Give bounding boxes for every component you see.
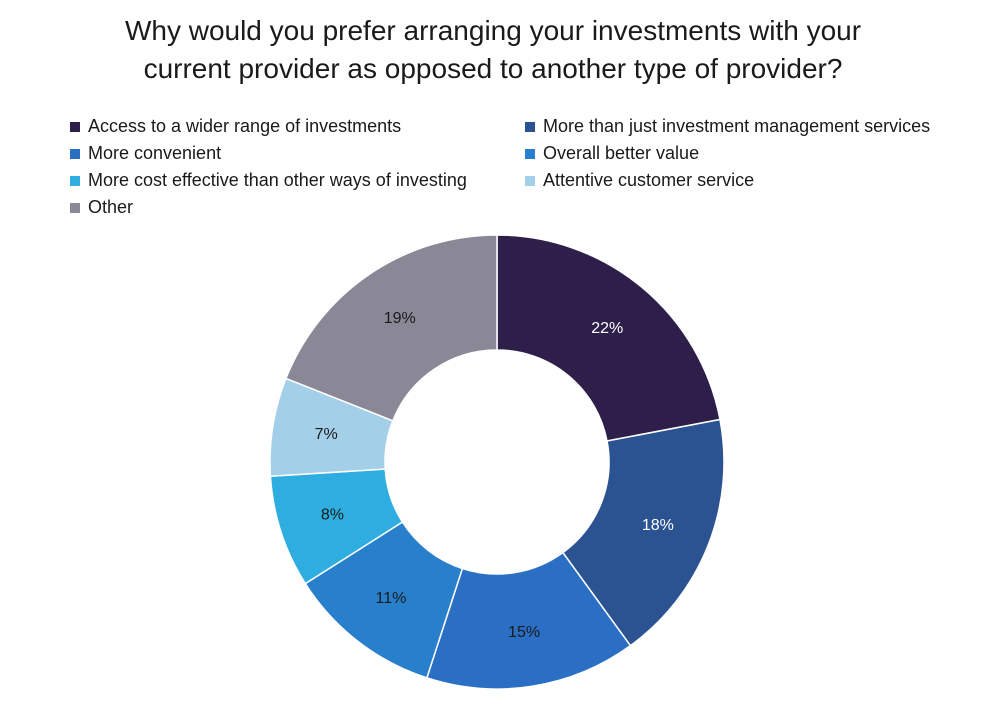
legend-item-more-convenient: More convenient: [70, 142, 525, 165]
slice-label-more-convenient: 15%: [508, 624, 540, 641]
slice-other: [284, 234, 498, 422]
legend-label: Attentive customer service: [543, 170, 755, 190]
legend-label: Overall better value: [543, 143, 700, 163]
legend-swatch: [525, 121, 535, 132]
legend-item-better-value: Overall better value: [525, 142, 970, 165]
legend-swatch: [70, 175, 80, 186]
slice-label-more-than-just-investment-management-services: 18%: [642, 517, 674, 534]
slice-label-attentive-customer-service: 7%: [315, 426, 338, 443]
chart-title-line-2: current provider as opposed to another t…: [143, 53, 843, 84]
legend-label: More than just investment management ser…: [543, 116, 931, 136]
slice-more-convenient: [425, 551, 632, 690]
legend-swatch: [70, 202, 80, 213]
slice-label-access-to-a-wider-range-of-investments: 22%: [591, 320, 623, 337]
legend-item-cost-effective: More cost effective than other ways of i…: [70, 169, 525, 192]
slice-access-to-a-wider-range-of-investments: [496, 234, 721, 442]
legend-label: More cost effective than other ways of i…: [88, 170, 467, 190]
legend-swatch: [525, 175, 535, 186]
legend-label: Other: [88, 197, 134, 217]
slice-label-overall-better-value: 11%: [376, 590, 407, 607]
chart-legend: Access to a wider range of investments M…: [70, 115, 970, 219]
slice-label-other: 19%: [384, 310, 416, 327]
slice-label-more-cost-effective-than-other-ways-of-investing: 8%: [321, 507, 344, 524]
chart-title: Why would you prefer arranging your inve…: [0, 12, 986, 88]
legend-swatch: [70, 148, 80, 159]
legend-swatch: [70, 121, 80, 132]
legend-label: More convenient: [88, 143, 222, 163]
legend-item-more-than-management: More than just investment management ser…: [525, 115, 970, 138]
legend-swatch: [525, 148, 535, 159]
slice-more-than-just-investment-management-services: [561, 418, 725, 647]
chart-title-line-1: Why would you prefer arranging your inve…: [124, 15, 862, 46]
legend-item-access-wider-range: Access to a wider range of investments: [70, 115, 525, 138]
legend-item-customer-service: Attentive customer service: [525, 169, 970, 192]
legend-label: Access to a wider range of investments: [88, 116, 402, 136]
legend-item-other: Other: [70, 196, 525, 219]
